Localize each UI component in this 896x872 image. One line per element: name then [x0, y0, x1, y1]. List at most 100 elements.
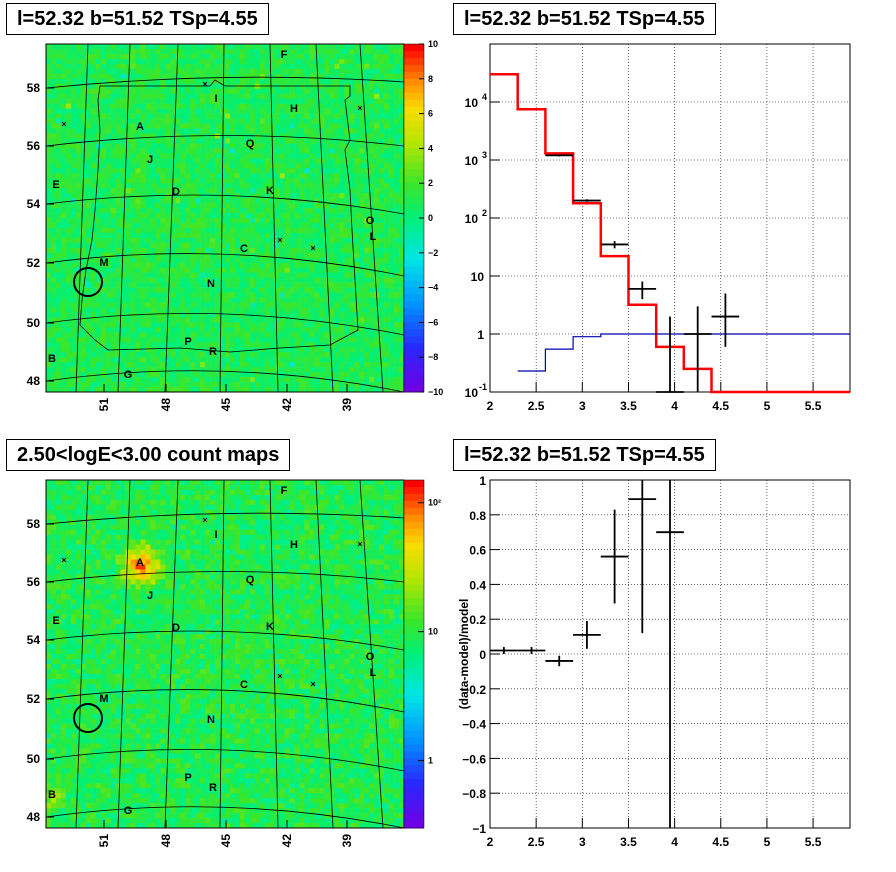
residuals-y-tick-label: −0.4: [462, 718, 486, 732]
source-label-n: N: [207, 714, 215, 726]
residuals-y-tick-label: −0.6: [462, 752, 486, 766]
longitude-line: [359, 43, 384, 393]
source-label-p: P: [184, 772, 191, 784]
map-pixels: [46, 44, 405, 393]
map-x-tick-label: 48: [159, 398, 173, 412]
colorbar-segment: [404, 50, 424, 59]
colorbar-segment: [404, 744, 424, 752]
latitude-line: [45, 370, 405, 393]
colorbar-tick-label: −2: [428, 248, 438, 258]
source-label-n: N: [207, 278, 215, 290]
residuals-x-tick-label: 5.5: [805, 835, 822, 849]
spectrum-y-tick-label: 10: [465, 212, 479, 226]
colorbar-segment: [404, 507, 424, 516]
colorbar-segment: [404, 155, 424, 163]
colorbar-tick-label: 10: [428, 627, 438, 637]
source-label-j: J: [147, 154, 153, 166]
spectrum-x-tick-label: 5: [764, 399, 771, 413]
colorbar-segment: [404, 528, 424, 537]
colorbar-segment: [404, 106, 424, 115]
source-label-q: Q: [246, 138, 255, 150]
source-label-b: B: [48, 353, 56, 365]
colorbar-tick-label: 6: [428, 109, 433, 119]
colorbar-segment: [404, 486, 424, 495]
map-x-tick-label: 51: [97, 398, 111, 412]
colorbar-segment: [404, 667, 424, 676]
target-circle: [73, 267, 103, 297]
region-outline: [79, 79, 359, 353]
latitude-line: [45, 313, 405, 336]
residuals-y-tick-label: −0.2: [462, 683, 486, 697]
map-x-tick-label: 42: [280, 398, 294, 412]
source-label-h: H: [290, 539, 298, 551]
colorbar-tick-label: 2: [428, 178, 433, 188]
map-x-tick-label: 45: [219, 398, 233, 412]
colorbar-segment: [404, 716, 424, 725]
source-label-f: F: [281, 485, 288, 497]
colorbar-segment: [404, 605, 424, 613]
colorbar-segment: [404, 350, 424, 358]
spectrum-x-tick-label: 3: [579, 399, 586, 413]
colorbar-tick-label: 10: [428, 39, 438, 49]
latitude-line: [45, 76, 405, 89]
colorbar-segment: [404, 535, 424, 544]
source-label-j: J: [147, 590, 153, 602]
source-cross: [310, 245, 316, 251]
source-label-g: G: [124, 805, 133, 817]
spectrum-y-tick-label: 10: [465, 154, 479, 168]
map-x-tick-label: 48: [159, 834, 173, 848]
source-label-l: L: [370, 231, 377, 243]
colorbar-segment: [404, 120, 424, 129]
map-y-tick-label: 56: [27, 575, 41, 589]
longitude-line: [315, 479, 334, 829]
longitude-line: [315, 43, 334, 393]
colorbar-segment: [404, 779, 424, 787]
colorbar-segment: [404, 654, 424, 662]
map-y-tick-label: 48: [27, 374, 41, 388]
source-cross: [61, 557, 67, 563]
colorbar-segment: [404, 542, 424, 551]
map-y-tick-label: 54: [27, 197, 41, 211]
source-label-q: Q: [246, 574, 255, 586]
longitude-line: [117, 479, 131, 829]
longitude-line: [269, 43, 279, 393]
residual-point: [573, 620, 601, 649]
map-y-tick-label: 52: [27, 256, 41, 270]
data-point: [656, 316, 684, 393]
colorbar-tick-label: 10²: [428, 498, 441, 508]
latitude-line: [45, 194, 405, 215]
residual-point: [545, 655, 574, 667]
spectrum-y-tick-label: 10: [465, 386, 479, 400]
colorbar-segment: [404, 169, 424, 177]
residuals-y-tick-label: −0.8: [462, 787, 486, 801]
source-cross: [61, 121, 67, 127]
source-label-h: H: [290, 103, 298, 115]
longitude-line: [75, 43, 89, 393]
residual-point: [490, 647, 518, 654]
colorbar-segment: [404, 64, 424, 73]
colorbar-segment: [404, 786, 424, 794]
colorbar-tick-label: −10: [428, 387, 443, 397]
colorbar-segment: [404, 660, 424, 669]
count-map-title: 2.50<logE<3.00 count maps: [6, 439, 291, 471]
source-cross: [357, 541, 363, 547]
colorbar-segment: [404, 294, 424, 303]
map-x-tick-label: 39: [340, 398, 354, 412]
colorbar-segment: [404, 556, 424, 565]
colorbar-segment: [404, 92, 424, 101]
colorbar-segment: [404, 821, 424, 829]
source-label-g: G: [124, 369, 133, 381]
source-label-r: R: [209, 782, 217, 794]
colorbar-segment: [404, 549, 424, 558]
data-point: [683, 306, 712, 392]
colorbar-segment: [404, 584, 424, 592]
colorbar-segment: [404, 765, 424, 773]
residuals-y-tick-label: 0.2: [469, 613, 486, 627]
spectrum-y-tick-label: 1: [477, 328, 484, 342]
colorbar-segment: [404, 681, 424, 690]
colorbar-tick-label: 1: [428, 756, 433, 766]
source-label-a: A: [136, 121, 144, 133]
source-cross: [202, 517, 208, 523]
